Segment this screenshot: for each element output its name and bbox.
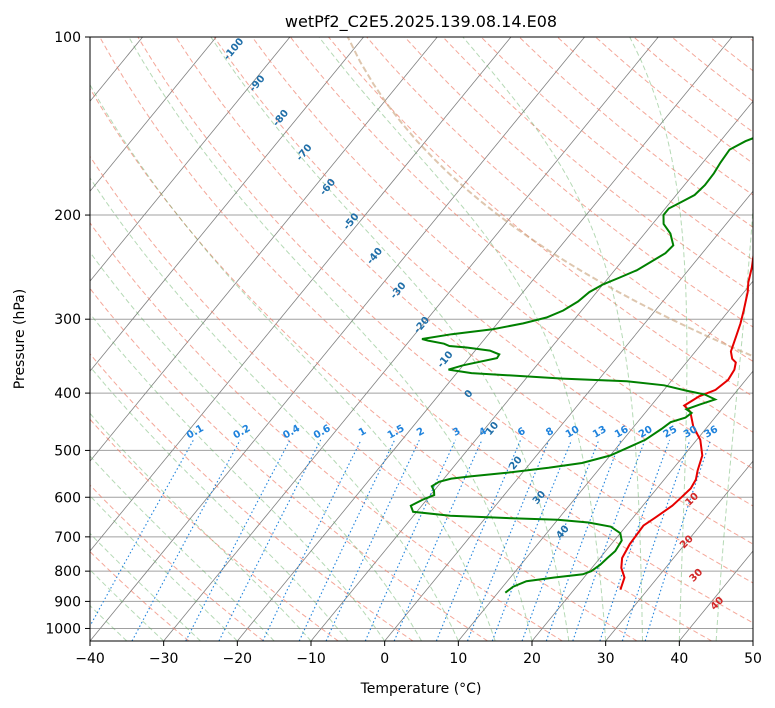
mixing-ratio-label: 8 xyxy=(544,426,556,439)
moist-adiabat-line xyxy=(128,37,533,641)
dry-adiabat-line xyxy=(90,484,264,641)
isotherm-line xyxy=(237,37,733,641)
moist-adiabat-line xyxy=(90,412,312,641)
dry-adiabat-line xyxy=(137,37,753,584)
dry-adiabat-line xyxy=(213,37,753,507)
mixing-ratio-line xyxy=(572,439,646,641)
plot-frame xyxy=(89,36,754,642)
chart-title: wetPf2_C2E5.2025.139.08.14.E08 xyxy=(285,12,557,32)
mixing-ratio-line xyxy=(644,439,712,641)
mixing-ratio-line xyxy=(131,439,241,641)
dry-adiabat-line xyxy=(290,37,753,433)
moist-adiabat-line xyxy=(90,532,201,641)
isotherm-line xyxy=(752,640,753,641)
mixing-ratio-line xyxy=(90,439,194,628)
moist-adiabat-line xyxy=(715,201,753,641)
mixing-ratio-label: 1 xyxy=(357,426,369,439)
dry-adiabat-line xyxy=(90,550,190,641)
y-tick-label: 900 xyxy=(54,594,81,610)
isotherm-line xyxy=(90,37,217,192)
dry-adiabat-line xyxy=(99,37,753,624)
isotherm-line xyxy=(90,37,438,462)
dry-adiabat-line xyxy=(90,222,563,641)
moist-adiabat-line xyxy=(318,37,607,641)
x-tick-label: 0 xyxy=(380,651,389,667)
x-tick-label: −30 xyxy=(149,651,179,667)
x-tick-label: 10 xyxy=(449,651,467,667)
moist-adiabat-line xyxy=(90,83,496,641)
dry-adiabat-line xyxy=(90,155,638,641)
dry-adiabat-line xyxy=(404,37,753,328)
isotherm-line xyxy=(90,37,585,641)
x-tick-label: 30 xyxy=(597,651,615,667)
y-axis-label: Pressure (hPa) xyxy=(12,289,28,389)
y-tick-label: 300 xyxy=(54,312,81,328)
y-tick-label: 700 xyxy=(54,530,81,546)
y-tick-label: 400 xyxy=(54,386,81,402)
isotherm-line xyxy=(163,37,659,641)
moist-adiabat-line xyxy=(90,251,422,641)
isotherm-line xyxy=(605,460,753,641)
x-tick-label: 50 xyxy=(744,651,762,667)
x-tick-label: 40 xyxy=(670,651,688,667)
mixing-ratio-label: 2 xyxy=(415,426,427,439)
isotherm-line xyxy=(384,190,753,641)
dry-adiabat-line xyxy=(90,353,414,641)
dry-adiabat-line xyxy=(90,287,488,641)
x-axis-ticks: −40 −30 −20 −10 0 10 20 30 40 50 xyxy=(75,641,762,667)
background-lines xyxy=(0,37,753,641)
plot-background xyxy=(90,37,753,641)
moist-adiabat-line xyxy=(90,495,238,641)
x-tick-label: 20 xyxy=(523,651,541,667)
dry-adiabat-line xyxy=(90,87,712,641)
isotherm-line xyxy=(90,37,512,552)
y-tick-label: 800 xyxy=(54,564,81,580)
isotherm-line xyxy=(90,37,364,372)
mixing-ratio-line xyxy=(262,439,362,641)
y-axis-ticks: 1000 900 800 700 600 500 400 300 200 100 xyxy=(45,30,90,637)
mixing-ratio-line xyxy=(364,439,456,641)
y-tick-label: 1000 xyxy=(45,621,81,637)
series-line-1 xyxy=(619,252,753,591)
x-tick-label: −20 xyxy=(223,651,253,667)
isotherm-line xyxy=(531,370,753,641)
moist-adiabat-line xyxy=(90,312,386,641)
y-tick-label: 200 xyxy=(54,208,81,224)
isotherm-line xyxy=(458,280,753,641)
y-tick-label: 100 xyxy=(54,30,81,46)
mixing-ratio-label: 3 xyxy=(451,426,463,439)
mixing-ratio-label: 6 xyxy=(516,426,528,439)
sounding-profiles xyxy=(409,137,753,594)
dry-adiabat-line xyxy=(442,37,753,294)
series-line-2 xyxy=(409,137,753,594)
dry-adiabat-line xyxy=(328,37,753,398)
moist-adiabat-line xyxy=(90,455,275,641)
moist-adiabat-line xyxy=(90,177,459,641)
mixing-ratio-label: 4 xyxy=(477,426,489,439)
x-tick-label: −40 xyxy=(75,651,105,667)
y-tick-label: 600 xyxy=(54,490,81,506)
mixing-ratio-line xyxy=(325,439,420,641)
dry-adiabat-line xyxy=(175,37,753,545)
isotherm-line xyxy=(0,37,69,641)
isotherm-line xyxy=(90,37,291,282)
x-tick-label: −10 xyxy=(296,651,326,667)
x-axis-label: Temperature (°C) xyxy=(360,681,482,697)
mixing-ratio-line xyxy=(521,439,600,641)
dry-adiabat-line xyxy=(90,418,339,641)
mixing-ratio-line xyxy=(621,439,691,641)
moist-adiabat-line xyxy=(90,569,165,641)
moist-adiabat-line xyxy=(210,37,570,641)
mixing-ratio-line xyxy=(393,439,483,641)
mixing-ratio-line xyxy=(218,439,322,641)
mixing-ratio-line xyxy=(545,439,622,641)
moist-adiabat-line xyxy=(629,37,688,641)
y-tick-label: 500 xyxy=(54,443,81,459)
